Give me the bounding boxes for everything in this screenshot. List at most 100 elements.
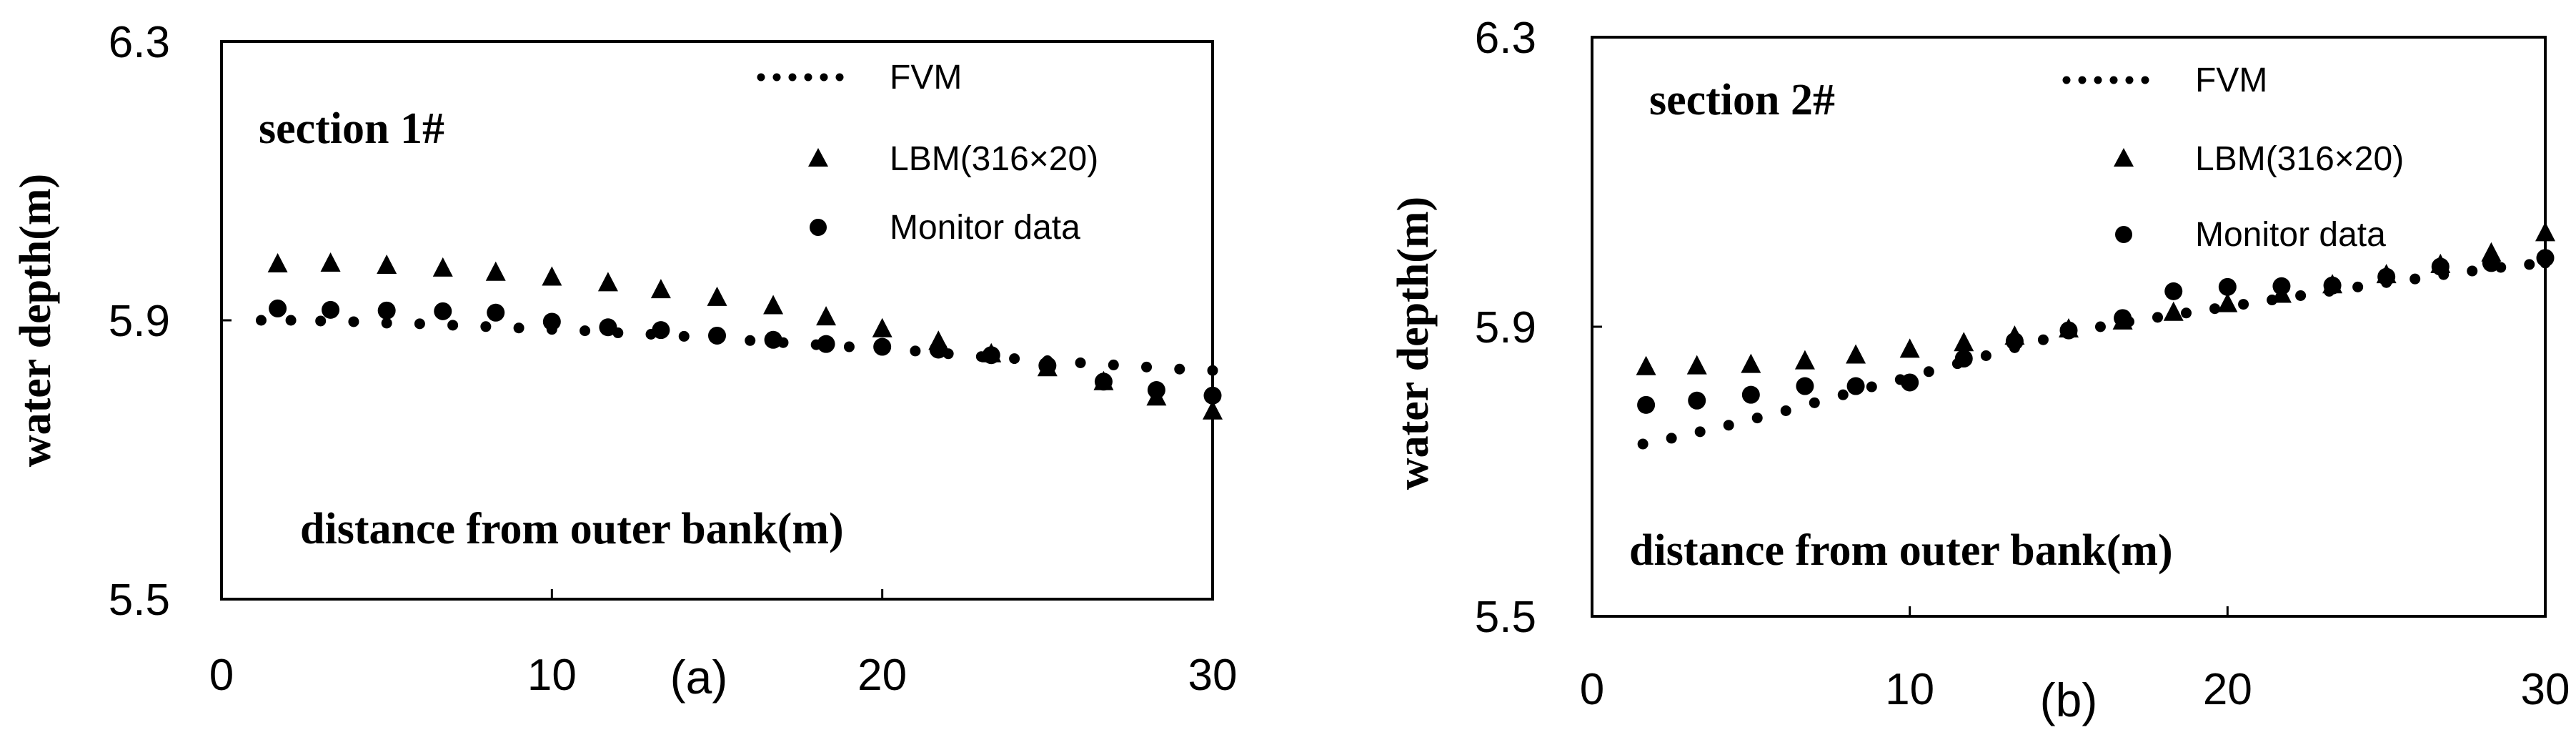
data-point-fvm [843, 341, 855, 352]
data-point-fvm [2209, 303, 2221, 315]
panel-label: (a) [670, 651, 728, 704]
data-point-fvm [1141, 361, 1153, 372]
data-point-fvm [2152, 312, 2164, 323]
data-point-lbm [2217, 292, 2238, 312]
data-point-fvm [1207, 365, 1218, 376]
data-point-lbm [542, 266, 562, 286]
series-circle [269, 299, 1222, 405]
legend-marker-circle [810, 219, 827, 236]
data-point-monitor [1094, 372, 1113, 391]
data-point-monitor [2114, 309, 2132, 327]
data-point-monitor [1954, 350, 1973, 368]
series-triangle [1636, 222, 2555, 375]
data-point-fvm [315, 315, 327, 327]
data-point-lbm [2163, 301, 2184, 321]
data-point-monitor [1796, 377, 1814, 395]
legend-marker-dot [2109, 76, 2118, 84]
data-point-fvm [745, 335, 756, 346]
series-dotted-line [255, 315, 1218, 376]
data-point-monitor [599, 318, 617, 337]
legend-marker-dot [772, 73, 781, 82]
data-point-fvm [2467, 265, 2478, 277]
data-point-fvm [1751, 413, 1763, 424]
data-point-monitor [2218, 277, 2237, 296]
data-point-lbm [320, 252, 341, 272]
y-tick-label: 5.9 [109, 297, 170, 346]
data-point-fvm [2524, 259, 2535, 270]
legend-entry: FVM [890, 59, 962, 97]
legend-marker-dot [804, 73, 812, 82]
data-point-monitor [2005, 332, 2024, 350]
data-point-lbm [816, 306, 837, 326]
data-point-monitor [322, 300, 340, 319]
data-point-fvm [255, 315, 267, 326]
data-point-monitor [1688, 391, 1706, 410]
data-point-fvm [480, 321, 492, 332]
x-axis-label: distance from outer bank(m) [1629, 526, 2173, 575]
data-point-monitor [2272, 277, 2291, 295]
data-point-monitor [1901, 373, 1919, 392]
data-point-lbm [377, 254, 397, 274]
chart-panel-a: 0 10 20 30 5.5 5.9 6.3 water depth(m) distance f… [11, 18, 1237, 704]
data-point-monitor [1147, 381, 1165, 399]
x-tick-label: 0 [209, 651, 234, 700]
y-tick-label: 6.3 [109, 18, 170, 67]
data-point-fvm [1923, 366, 1934, 378]
legend-entry: FVM [2195, 61, 2267, 99]
data-point-lbm [707, 286, 727, 306]
data-point-monitor [982, 346, 1000, 365]
legend-entry: LBM(316×20) [2195, 140, 2404, 178]
legend: FVM LBM(316×20) Monitor data [757, 59, 1098, 247]
data-point-lbm [485, 261, 506, 281]
y-tick-label: 6.3 [1475, 14, 1536, 63]
series-circle [1637, 249, 2555, 414]
data-point-fvm [678, 330, 690, 342]
data-point-fvm [580, 325, 591, 337]
data-point-monitor [1203, 386, 1222, 405]
y-tick-label: 5.5 [109, 576, 170, 625]
data-point-monitor [817, 335, 835, 353]
panel-label: (b) [2040, 673, 2098, 726]
x-tick-label: 30 [2521, 665, 2570, 714]
legend-marker-dot [2062, 76, 2071, 84]
data-point-lbm [650, 279, 671, 299]
legend-marker-dot [820, 73, 828, 82]
data-point-monitor [2536, 249, 2555, 267]
x-tick-label: 20 [2203, 665, 2252, 714]
data-point-fvm [2238, 299, 2249, 310]
legend-marker-dot [2141, 76, 2149, 84]
data-point-fvm [2410, 273, 2421, 285]
data-point-fvm [1009, 353, 1020, 365]
x-axis-label: distance from outer bank(m) [300, 505, 844, 553]
legend-marker-dot [2125, 76, 2134, 84]
data-point-fvm [2037, 334, 2049, 345]
legend-marker-dot [2078, 76, 2087, 84]
x-tick-label: 10 [527, 651, 577, 700]
data-point-monitor [1038, 356, 1057, 375]
data-point-fvm [1174, 363, 1185, 375]
y-axis-label: water depth(m) [1389, 197, 1438, 490]
data-point-fvm [1108, 359, 1119, 370]
data-point-lbm [597, 272, 618, 292]
x-tick-label: 20 [857, 651, 907, 700]
data-point-fvm [1694, 426, 1706, 438]
data-point-lbm [432, 257, 453, 277]
x-tick-label: 30 [1188, 651, 1238, 700]
legend-marker-triangle [808, 148, 828, 167]
data-point-lbm [1954, 332, 1974, 352]
data-point-lbm [1636, 355, 1656, 375]
legend-entry: Monitor data [2195, 216, 2386, 254]
data-point-monitor [434, 302, 452, 320]
data-point-lbm [1686, 355, 1707, 375]
data-point-monitor [1846, 377, 1865, 395]
data-point-monitor [708, 326, 726, 345]
data-point-fvm [910, 345, 921, 357]
x-tick-label: 10 [1885, 665, 1934, 714]
data-point-monitor [542, 312, 561, 331]
y-tick-label: 5.9 [1475, 303, 1536, 352]
data-point-lbm [267, 253, 288, 273]
data-point-lbm [2535, 222, 2555, 242]
x-tick-label: 0 [1580, 665, 1604, 714]
data-point-fvm [2094, 321, 2106, 332]
